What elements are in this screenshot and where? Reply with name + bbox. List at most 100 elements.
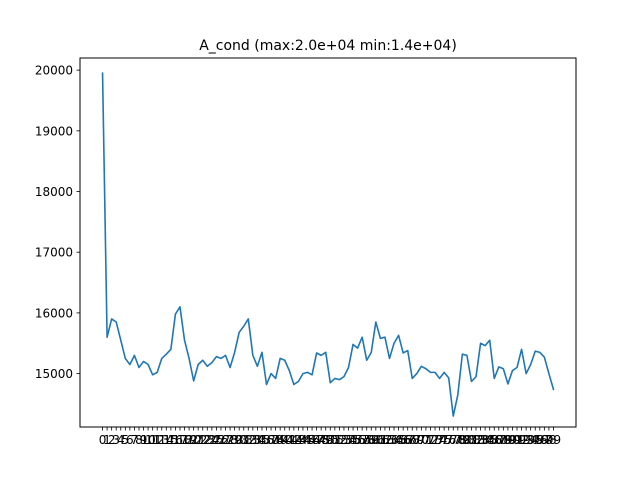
x-tick-label: 40 (277, 433, 292, 447)
y-tick-label: 15000 (35, 367, 73, 381)
x-tick-label: 49 (318, 433, 333, 447)
x-tick-label: 95 (528, 433, 543, 447)
x-tick-label: 14 (159, 433, 174, 447)
x-tick-label: 27 (218, 433, 233, 447)
x-tick-label: 67 (400, 433, 415, 447)
x-tick-label: 29 (227, 433, 242, 447)
x-tick-label: 69 (409, 433, 424, 447)
y-tick-label: 18000 (35, 185, 73, 199)
x-tick-label: 8 (135, 433, 143, 447)
x-tick-label: 76 (441, 433, 456, 447)
x-tick-label: 90 (505, 433, 520, 447)
x-tick-label: 39 (273, 433, 288, 447)
x-tick-label: 51 (327, 433, 342, 447)
x-tick-label: 94 (523, 433, 538, 447)
x-tick-label: 70 (414, 433, 429, 447)
x-tick-label: 30 (232, 433, 247, 447)
x-tick-label: 91 (509, 433, 524, 447)
x-tick-label: 13 (154, 433, 169, 447)
series-line (101, 72, 555, 417)
x-tick-label: 35 (254, 433, 269, 447)
x-tick-label: 6 (126, 433, 134, 447)
x-tick-label: 50 (323, 433, 338, 447)
x-tick-label: 37 (263, 433, 278, 447)
x-tick-label: 58 (359, 433, 374, 447)
x-tick-label: 52 (332, 433, 347, 447)
x-tick-label: 42 (286, 433, 301, 447)
x-tick-label: 59 (364, 433, 379, 447)
x-tick-label: 75 (437, 433, 452, 447)
x-tick-label: 89 (500, 433, 515, 447)
x-tick-label: 68 (405, 433, 420, 447)
x-tick-label: 77 (446, 433, 461, 447)
x-tick-label: 86 (487, 433, 502, 447)
x-tick-label: 64 (386, 433, 401, 447)
y-tick-label: 20000 (35, 64, 73, 78)
x-tick-label: 34 (250, 433, 265, 447)
y-tick-label: 19000 (35, 124, 73, 138)
x-tick-label: 60 (368, 433, 383, 447)
x-tick-label: 1 (103, 433, 111, 447)
x-tick-label: 96 (532, 433, 547, 447)
x-tick-label: 78 (450, 433, 465, 447)
x-tick-label: 98 (541, 433, 556, 447)
x-tick-label: 26 (213, 433, 228, 447)
x-tick-label: 31 (236, 433, 251, 447)
x-tick-label: 54 (341, 433, 356, 447)
x-tick-label: 38 (268, 433, 283, 447)
x-tick-label: 44 (295, 433, 310, 447)
x-tick-label: 43 (291, 433, 306, 447)
x-tick-label: 0 (99, 433, 107, 447)
x-tick-label: 62 (377, 433, 392, 447)
x-tick-label: 65 (391, 433, 406, 447)
x-tick-label: 12 (150, 433, 165, 447)
x-tick-label: 45 (300, 433, 315, 447)
y-tick-label: 17000 (35, 246, 73, 260)
x-tick-label: 73 (427, 433, 442, 447)
x-tick-label: 55 (345, 433, 360, 447)
x-tick-label: 66 (396, 433, 411, 447)
x-tick-label: 83 (473, 433, 488, 447)
x-tick-label: 80 (459, 433, 474, 447)
x-tick-label: 56 (350, 433, 365, 447)
x-tick-label: 22 (195, 433, 210, 447)
x-tick-label: 15 (163, 433, 178, 447)
axes-frame (79, 57, 577, 428)
x-tick-label: 74 (432, 433, 447, 447)
x-tick-label: 63 (382, 433, 397, 447)
x-tick-label: 93 (518, 433, 533, 447)
x-tick-label: 81 (464, 433, 479, 447)
x-tick-label: 97 (537, 433, 552, 447)
y-tick-label: 16000 (35, 306, 73, 320)
x-tick-label: 48 (314, 433, 329, 447)
x-tick-label: 28 (222, 433, 237, 447)
x-tick-label: 53 (336, 433, 351, 447)
x-tick-label: 20 (186, 433, 201, 447)
x-tick-label: 16 (168, 433, 183, 447)
x-tick-label: 33 (245, 433, 260, 447)
chart-title: A_cond (max:2.0e+04 min:1.4e+04) (199, 38, 457, 54)
x-tick-label: 47 (309, 433, 324, 447)
x-tick-label: 19 (181, 433, 196, 447)
x-tick-label: 72 (423, 433, 438, 447)
x-tick-label: 11 (145, 433, 160, 447)
x-tick-label: 3 (112, 433, 120, 447)
x-tick-label: 24 (204, 433, 219, 447)
x-tick-label: 85 (482, 433, 497, 447)
x-tick-label: 71 (418, 433, 433, 447)
x-tick-label: 5 (121, 433, 129, 447)
x-tick-label: 57 (355, 433, 370, 447)
x-tick-label: 41 (282, 433, 297, 447)
x-tick-label: 36 (259, 433, 274, 447)
x-tick-label: 82 (468, 433, 483, 447)
plot-area: 1500016000170001800019000200000123456789… (35, 64, 561, 447)
x-tick-label: 2 (108, 433, 116, 447)
x-tick-label: 17 (172, 433, 187, 447)
x-tick-label: 79 (455, 433, 470, 447)
x-tick-label: 9 (140, 433, 148, 447)
x-tick-label: 7 (131, 433, 139, 447)
x-tick-label: 10 (140, 433, 155, 447)
x-tick-label: 21 (191, 433, 206, 447)
x-tick-label: 99 (546, 433, 561, 447)
